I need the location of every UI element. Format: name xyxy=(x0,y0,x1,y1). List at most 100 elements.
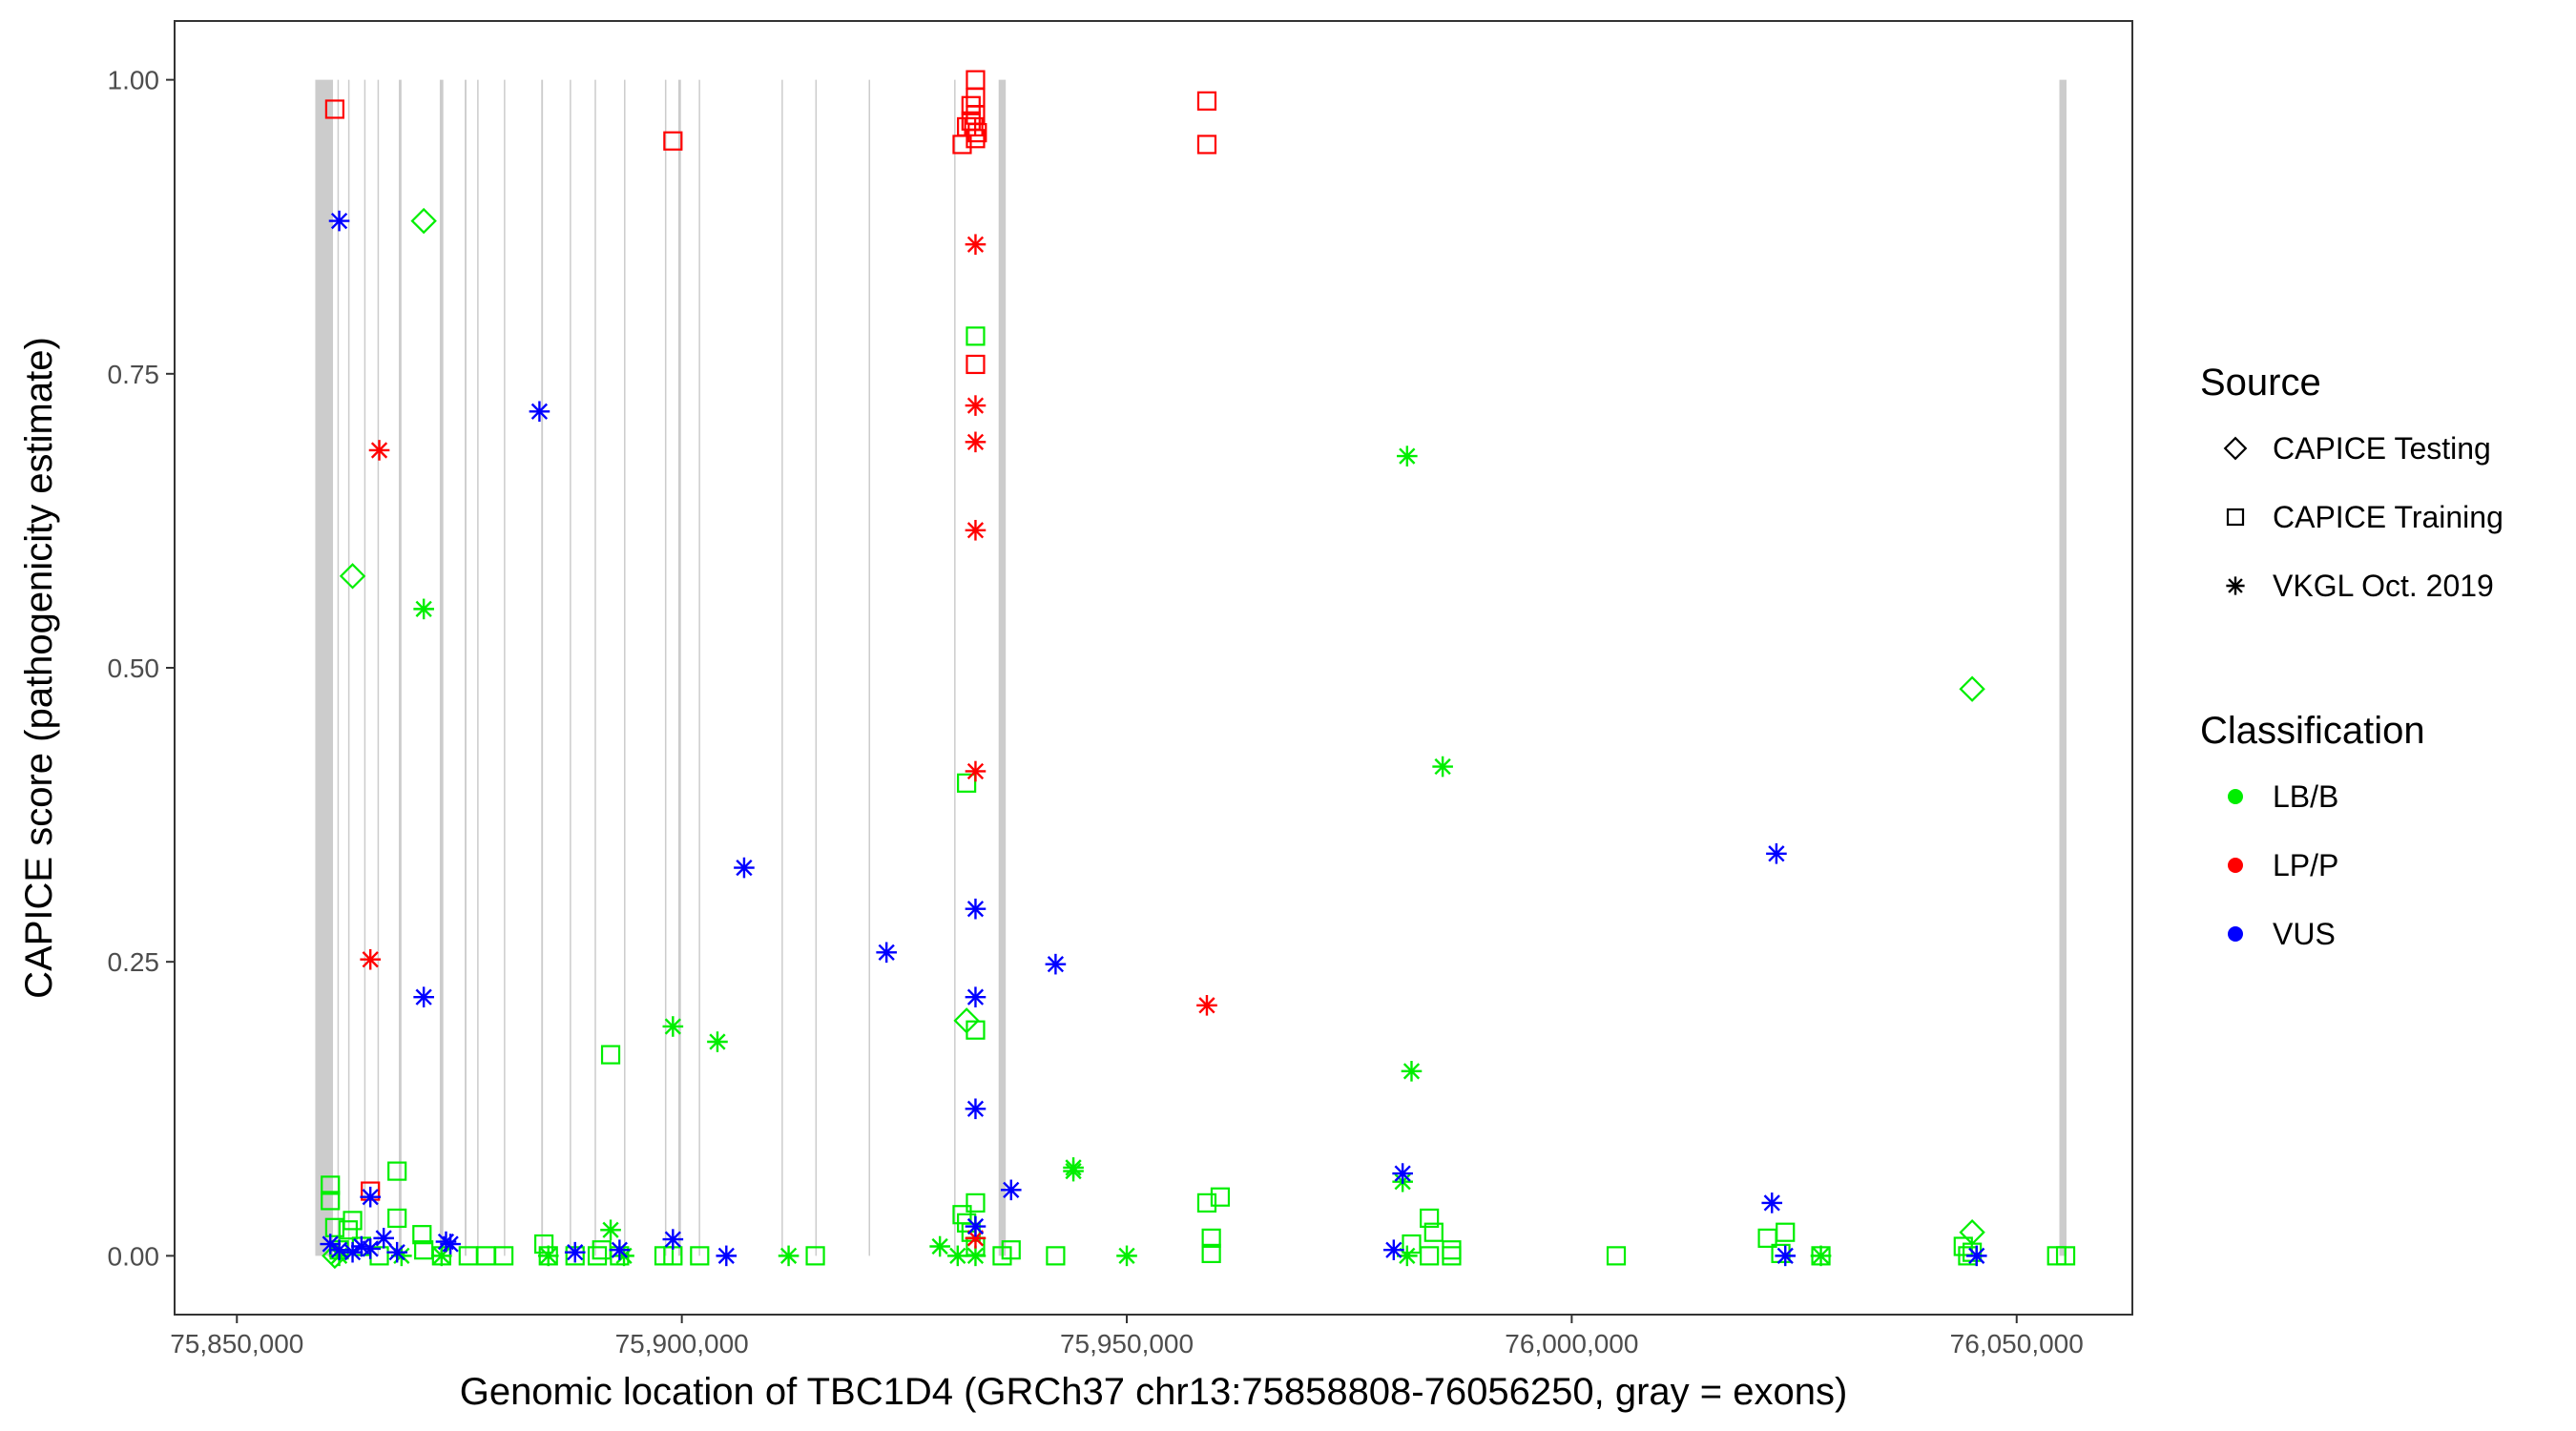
data-point xyxy=(965,898,987,920)
data-point xyxy=(1965,1245,1987,1267)
data-point xyxy=(1210,1187,1231,1207)
data-point xyxy=(961,1222,981,1242)
data-point xyxy=(338,1220,358,1240)
exon-band xyxy=(347,79,350,1256)
exon-band xyxy=(465,79,467,1256)
exon-band xyxy=(998,79,1007,1256)
legend-label: CAPICE Training xyxy=(2273,500,2503,534)
x-tick-label: 75,900,000 xyxy=(615,1329,749,1358)
data-point xyxy=(1383,1239,1404,1260)
exon-band xyxy=(439,79,444,1256)
data-point xyxy=(1401,1061,1423,1082)
data-point xyxy=(1810,1245,1832,1267)
x-tick-label: 76,000,000 xyxy=(1505,1329,1638,1358)
data-point xyxy=(413,986,434,1007)
data-point xyxy=(600,1045,621,1065)
data-point xyxy=(966,129,986,149)
data-point xyxy=(1196,1192,1217,1213)
exon-band xyxy=(2059,79,2067,1256)
data-point xyxy=(1001,1240,1021,1260)
x-axis-title: Genomic location of TBC1D4 (GRCh37 chr13… xyxy=(460,1371,1848,1413)
data-point xyxy=(966,326,986,346)
data-point xyxy=(600,1219,621,1241)
data-point xyxy=(1046,1246,1066,1266)
data-point xyxy=(2055,1246,2076,1266)
data-point xyxy=(324,1217,344,1237)
exon-band xyxy=(315,79,334,1256)
data-point xyxy=(662,1229,684,1250)
data-point xyxy=(1196,91,1217,111)
exon-band xyxy=(677,79,681,1256)
data-point xyxy=(778,1245,800,1267)
legend-label: VUS xyxy=(2273,917,2336,951)
y-tick-label: 0.50 xyxy=(108,653,160,683)
data-point xyxy=(1045,953,1067,975)
legend-item: VUS xyxy=(2228,917,2336,951)
data-point xyxy=(324,99,344,119)
data-point xyxy=(321,1175,341,1195)
exon-band xyxy=(477,79,479,1256)
data-point xyxy=(1423,1222,1444,1242)
exon-band xyxy=(781,79,783,1256)
data-point xyxy=(1392,1163,1413,1184)
data-point xyxy=(387,1161,407,1181)
legend-key xyxy=(2226,576,2245,595)
data-point xyxy=(410,207,437,235)
legend-key xyxy=(2228,789,2243,804)
data-point xyxy=(965,234,987,256)
y-tick-label: 1.00 xyxy=(108,66,160,95)
data-point xyxy=(564,1241,586,1263)
data-point xyxy=(321,1191,341,1211)
data-point xyxy=(805,1246,825,1266)
legend-item: CAPICE Testing xyxy=(2223,431,2491,466)
data-point xyxy=(1771,1243,1791,1263)
exon-bands xyxy=(315,79,2067,1256)
data-point xyxy=(431,1245,452,1267)
data-point xyxy=(966,1192,986,1213)
data-point xyxy=(965,431,987,453)
data-point xyxy=(1196,135,1217,155)
data-point xyxy=(965,1215,987,1237)
data-point xyxy=(529,401,551,423)
data-point xyxy=(440,1234,461,1255)
data-point xyxy=(690,1246,710,1266)
x-tick-label: 76,050,000 xyxy=(1950,1329,2084,1358)
data-point xyxy=(328,1239,350,1260)
data-point xyxy=(609,1239,631,1260)
y-tick-label: 0.75 xyxy=(108,360,160,389)
legend-label: LB/B xyxy=(2273,779,2338,814)
data-point xyxy=(1775,1245,1797,1267)
exon-band xyxy=(504,79,506,1256)
data-point xyxy=(965,760,987,782)
y-axis: 0.00 0.25 0.50 0.75 1.00 xyxy=(108,66,175,1271)
legend-item: VKGL Oct. 2019 xyxy=(2226,569,2494,603)
data-point xyxy=(707,1031,728,1052)
legend-label: CAPICE Testing xyxy=(2273,431,2491,466)
data-point xyxy=(966,354,986,375)
exon-band xyxy=(337,79,340,1256)
data-point xyxy=(360,1186,381,1208)
legend-item: CAPICE Training xyxy=(2226,500,2503,534)
data-point xyxy=(952,135,972,155)
exon-band xyxy=(698,79,700,1256)
legend-item: LB/B xyxy=(2228,779,2338,814)
data-point xyxy=(1442,1246,1462,1266)
data-point xyxy=(328,210,350,232)
exon-band xyxy=(594,79,596,1256)
data-point xyxy=(1000,1179,1022,1201)
data-point xyxy=(1397,446,1418,467)
data-point xyxy=(965,1098,987,1120)
legend: Source CAPICE Testing CAPICE Training VKGL … xyxy=(2200,362,2503,951)
data-point xyxy=(965,395,987,416)
legend-key xyxy=(2228,926,2243,942)
data-point xyxy=(876,942,897,964)
data-point xyxy=(662,1016,684,1037)
data-point xyxy=(339,563,366,590)
data-point xyxy=(1420,1208,1440,1229)
data-point xyxy=(957,773,977,793)
data-point xyxy=(663,131,683,151)
data-point xyxy=(1201,1228,1221,1248)
legend-label: VKGL Oct. 2019 xyxy=(2273,569,2494,603)
exon-band xyxy=(541,79,544,1256)
